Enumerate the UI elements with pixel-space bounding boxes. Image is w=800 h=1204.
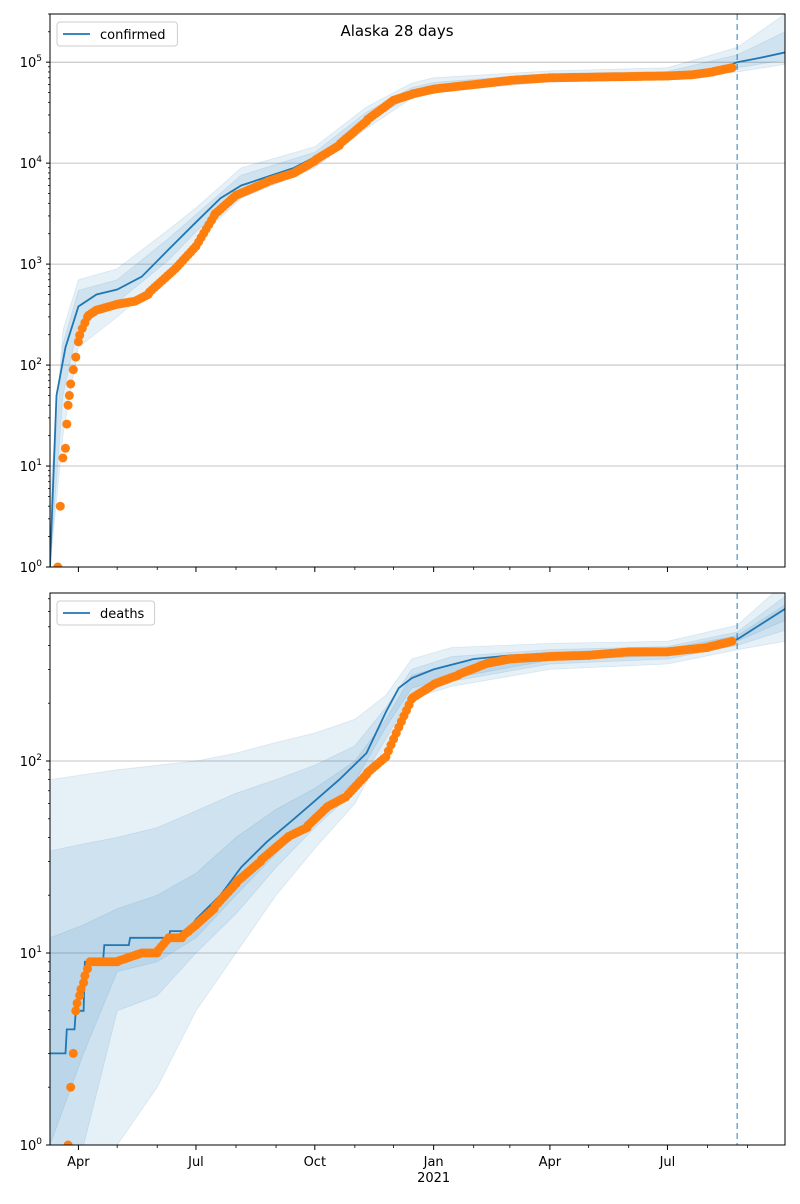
axes-frame <box>49 13 786 568</box>
confidence-band <box>50 31 785 567</box>
y-tick-label: 100 <box>20 559 43 576</box>
y-tick-label: 101 <box>20 458 42 475</box>
x-year-label: 2021 <box>417 1171 450 1186</box>
axes-frame <box>49 592 786 1146</box>
plot-area <box>50 14 785 567</box>
confidence-band <box>50 604 785 1145</box>
legend: confirmed <box>56 21 178 47</box>
data-point <box>61 443 70 453</box>
data-point <box>727 63 737 73</box>
data-point <box>72 998 82 1008</box>
legend-box <box>56 21 178 47</box>
data-point <box>62 419 72 429</box>
confidence-band <box>50 595 785 1145</box>
data-point <box>63 1140 73 1145</box>
x-tick-label: Jul <box>659 1155 676 1170</box>
x-tick-label: Jul <box>187 1155 204 1170</box>
confirmed-panel: 100 101 102 103 104 105 confirmed <box>20 13 786 576</box>
data-point <box>83 964 92 974</box>
data-point <box>66 379 76 389</box>
legend-label: deaths <box>100 607 145 622</box>
x-axis: Apr Jul Oct Jan Apr Jul 2021 <box>67 1155 675 1186</box>
legend-label: confirmed <box>100 28 166 43</box>
x-tick-label: Jan <box>423 1155 444 1170</box>
x-tick-label: Oct <box>304 1155 326 1170</box>
y-tick-label: 100 <box>20 1137 43 1154</box>
y-tick-label: 101 <box>20 945 42 962</box>
y-tick-label: 102 <box>20 357 42 374</box>
data-point <box>80 971 90 981</box>
confirmed-observed <box>53 63 737 567</box>
data-point <box>64 391 74 400</box>
y-tick-label: 104 <box>20 155 43 172</box>
data-point <box>79 978 89 988</box>
confirmed-line <box>50 51 785 567</box>
data-point <box>71 352 81 362</box>
x-tick-label: Apr <box>67 1155 90 1170</box>
deaths-panel: 100 101 102 deaths <box>20 592 786 1154</box>
y-tick-label: 103 <box>20 256 42 273</box>
data-point <box>53 562 63 567</box>
data-point <box>68 1048 78 1058</box>
legend-box <box>56 600 156 626</box>
data-point <box>727 636 737 646</box>
data-point <box>58 453 68 463</box>
chart-title: Alaska 28 days <box>340 22 453 40</box>
legend: deaths <box>56 600 156 626</box>
y-tick-label: 105 <box>20 54 42 71</box>
data-point <box>63 400 73 410</box>
plot-area <box>50 593 785 1145</box>
data-point <box>68 365 78 375</box>
deaths-observed <box>63 636 737 1145</box>
x-tick-label: Apr <box>539 1155 562 1170</box>
data-point <box>55 501 65 511</box>
y-tick-label: 102 <box>20 753 42 770</box>
data-point <box>71 1006 81 1016</box>
data-point <box>66 1082 76 1092</box>
